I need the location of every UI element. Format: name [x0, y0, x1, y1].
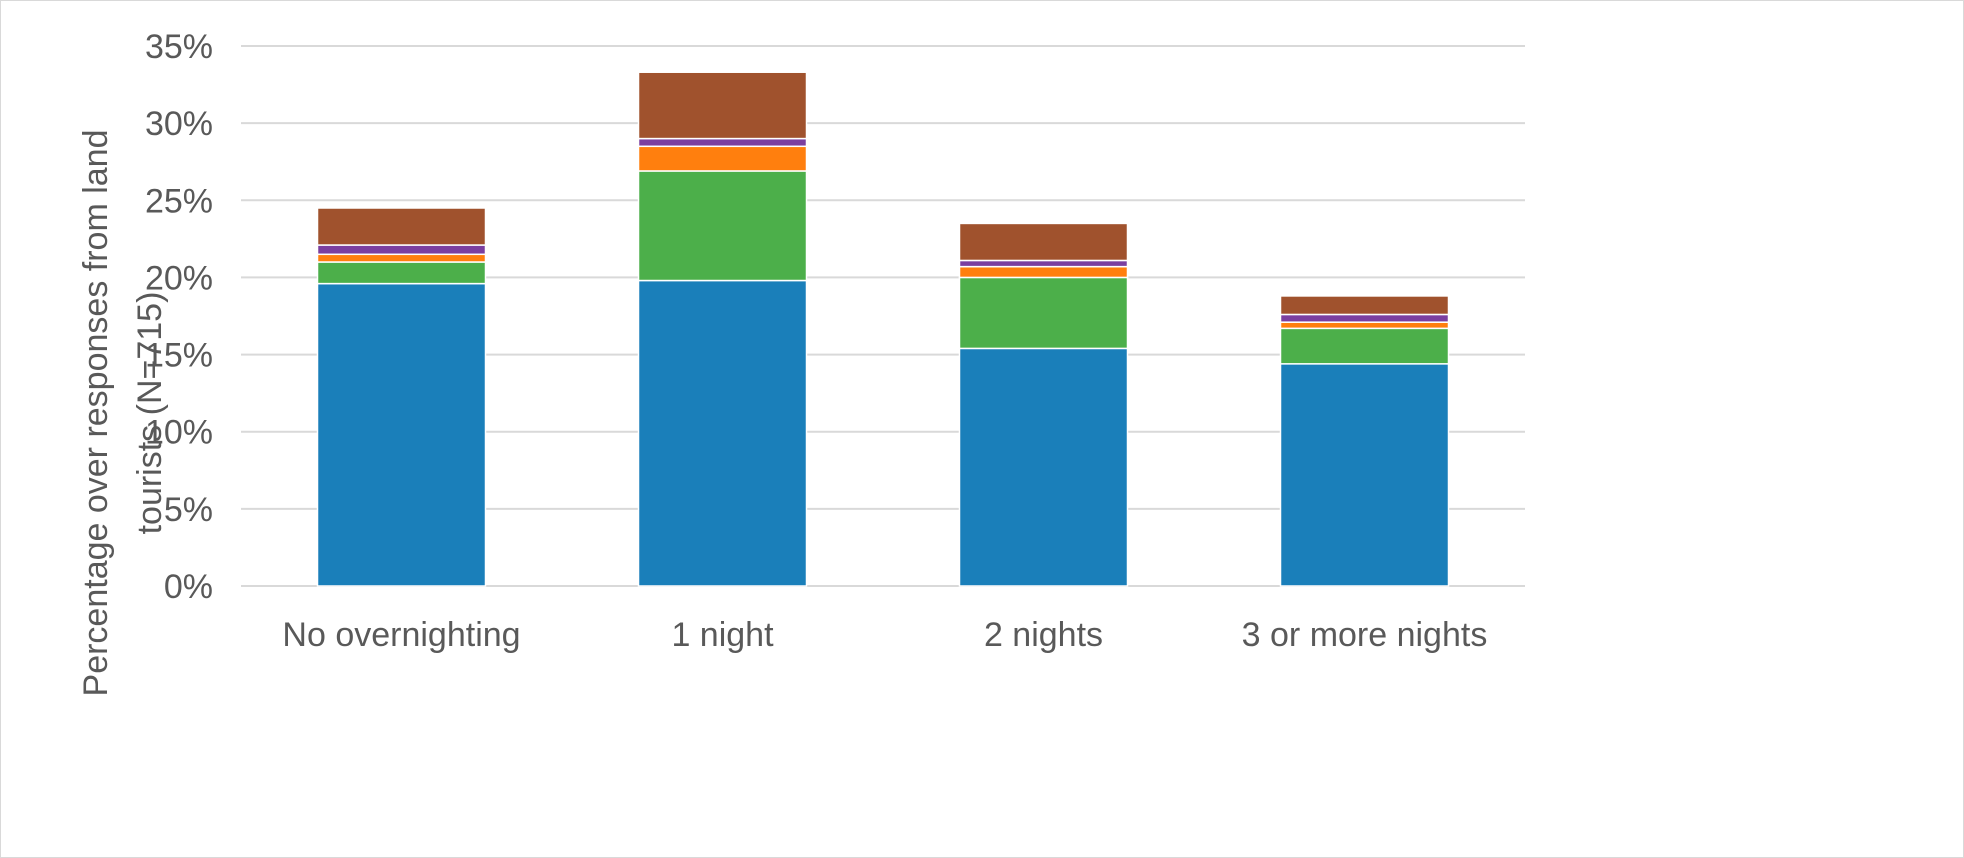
y-tick-label: 20% [145, 259, 213, 297]
bar-segment-1-2 [637, 145, 808, 172]
bar-segment-1-0 [637, 279, 808, 587]
x-axis-tick-labels: No overnighting 1 night 2 nights 3 or more … [282, 616, 1487, 654]
bar-segment-0-2 [316, 253, 487, 263]
y-tick-label: 10% [145, 414, 213, 452]
y-tick-label: 0% [164, 568, 213, 606]
y-tick-label: 5% [164, 491, 213, 529]
bar-segment-3-4 [1279, 295, 1450, 316]
y-tick-label: 30% [145, 105, 213, 143]
y-axis-title: Percentage over responses from land tour… [77, 130, 169, 697]
y-axis-title-line-2: tourists (N=715) [131, 292, 169, 535]
x-tick-label: 1 night [671, 616, 774, 654]
y-axis-tick-labels: 0% 5% 10% 15% 20% 25% 30% 35% [145, 28, 213, 606]
y-axis-title-line-1: Percentage over responses from land [77, 130, 115, 697]
bar-segment-3-1 [1279, 327, 1450, 365]
x-tick-label: 3 or more nights [1242, 616, 1488, 654]
bar-segment-2-3 [958, 259, 1129, 268]
bars [316, 71, 1450, 587]
y-tick-label: 25% [145, 182, 213, 220]
bar-segment-0-4 [316, 207, 487, 246]
bar-segment-0-0 [316, 282, 487, 587]
bar-segment-1-1 [637, 170, 808, 282]
y-tick-label: 15% [145, 337, 213, 375]
bar-segment-0-1 [316, 261, 487, 285]
bar-segment-2-2 [958, 265, 1129, 279]
y-tick-label: 35% [145, 28, 213, 66]
bar-segment-3-2 [1279, 321, 1450, 330]
bar-segment-1-3 [637, 137, 808, 148]
bar-segment-2-4 [958, 222, 1129, 262]
bar-segment-3-3 [1279, 313, 1450, 323]
bar-segment-2-1 [958, 276, 1129, 350]
bar-segment-2-0 [958, 347, 1129, 587]
bar-segment-3-0 [1279, 363, 1450, 587]
x-tick-label: No overnighting [282, 616, 520, 654]
bar-segment-1-4 [637, 71, 808, 140]
x-tick-label: 2 nights [984, 616, 1103, 654]
bar-segment-0-3 [316, 244, 487, 256]
